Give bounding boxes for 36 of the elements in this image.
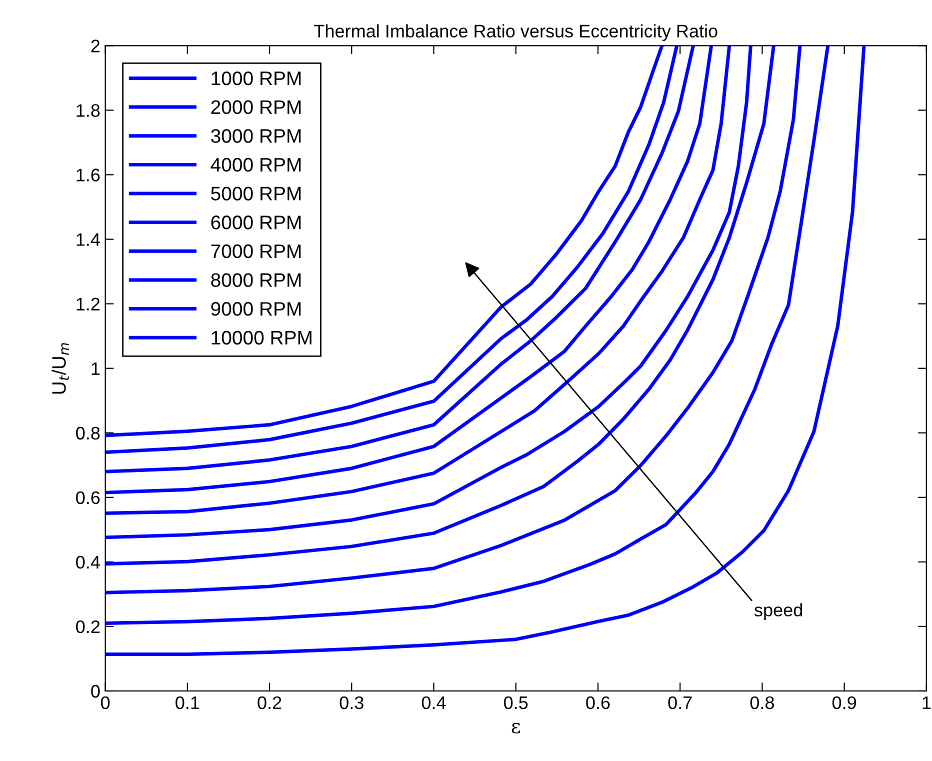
y-tick-label: 0.2 bbox=[76, 620, 100, 634]
x-tick-label: 0.3 bbox=[340, 696, 364, 710]
legend-label: 5000 RPM bbox=[211, 186, 301, 200]
x-tick-label: 0.4 bbox=[422, 696, 446, 710]
y-tick-label: 2 bbox=[91, 40, 100, 52]
legend-label: 7000 RPM bbox=[211, 244, 301, 258]
x-tick-label: 0.1 bbox=[176, 696, 200, 710]
y-tick-label: 1 bbox=[92, 362, 100, 375]
legend-label: 9000 RPM bbox=[211, 302, 301, 316]
y-tick-label: 0.6 bbox=[76, 491, 100, 504]
x-tick-label: 1 bbox=[922, 696, 931, 709]
chart-title: Thermal Imbalance Ratio versus Eccentricity Ratio bbox=[314, 24, 718, 42]
x-axis-title: ε bbox=[512, 722, 520, 734]
x-tick-label: 0.5 bbox=[504, 696, 528, 710]
x-tick-label: 0.6 bbox=[586, 696, 610, 710]
y-tick-label: 1.6 bbox=[76, 168, 100, 182]
legend-label: 6000 RPM bbox=[211, 216, 301, 230]
x-tick-label: 0.2 bbox=[258, 696, 282, 710]
y-axis-title: U$_{t}$/U$_{m}$ bbox=[52, 343, 69, 394]
y-tick-label: 0 bbox=[91, 684, 100, 698]
y-tick-label: 1.2 bbox=[76, 298, 100, 310]
legend-label: 4000 RPM bbox=[210, 158, 301, 172]
x-tick-label: 0.8 bbox=[750, 696, 774, 710]
x-tick-label: 0.7 bbox=[668, 696, 692, 710]
legend-label: 1000 RPM bbox=[212, 71, 301, 86]
y-tick-label: 0.8 bbox=[76, 426, 100, 440]
legend-label: 8000 RPM bbox=[211, 273, 301, 287]
legend-label: 10000 RPM bbox=[212, 330, 312, 345]
y-tick-label: 1.8 bbox=[76, 104, 100, 117]
legend-label: 3000 RPM bbox=[211, 129, 301, 143]
annotation: speed bbox=[754, 603, 802, 620]
x-tick-label: 0 bbox=[101, 696, 110, 710]
y-tick-label: 0.4 bbox=[76, 556, 100, 569]
y-tick-label: 1.4 bbox=[76, 233, 100, 246]
x-tick-label: 0.9 bbox=[832, 696, 856, 710]
legend-label: 2000 RPM bbox=[211, 100, 301, 114]
